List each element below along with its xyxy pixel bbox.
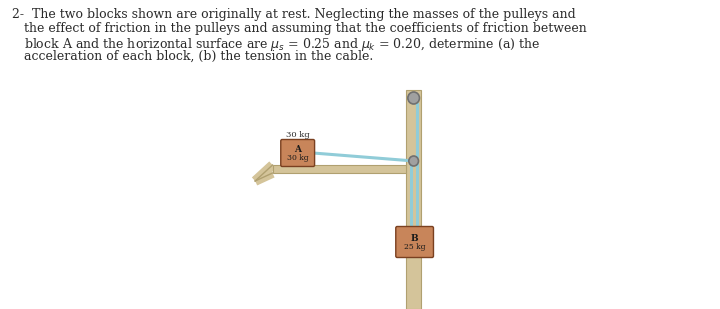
Text: the effect of friction in the pulleys and assuming that the coefficients of fric: the effect of friction in the pulleys an…: [24, 22, 587, 35]
Bar: [273, 165, 406, 173]
Text: acceleration of each block, (b) the tension in the cable.: acceleration of each block, (b) the tens…: [24, 50, 374, 63]
FancyBboxPatch shape: [281, 139, 315, 167]
Text: B: B: [411, 234, 418, 243]
Text: 30 kg: 30 kg: [286, 131, 310, 139]
FancyBboxPatch shape: [396, 226, 433, 257]
Text: 30 kg: 30 kg: [287, 154, 308, 162]
Circle shape: [409, 156, 418, 166]
Bar: [406, 90, 421, 309]
Text: block A and the horizontal surface are $\mu_s$ = 0.25 and $\mu_k$ = 0.20, determ: block A and the horizontal surface are $…: [24, 36, 541, 53]
Text: A: A: [294, 145, 301, 154]
Circle shape: [408, 92, 420, 104]
Text: 2-  The two blocks shown are originally at rest. Neglecting the masses of the pu: 2- The two blocks shown are originally a…: [12, 8, 575, 21]
Text: 25 kg: 25 kg: [404, 243, 426, 251]
